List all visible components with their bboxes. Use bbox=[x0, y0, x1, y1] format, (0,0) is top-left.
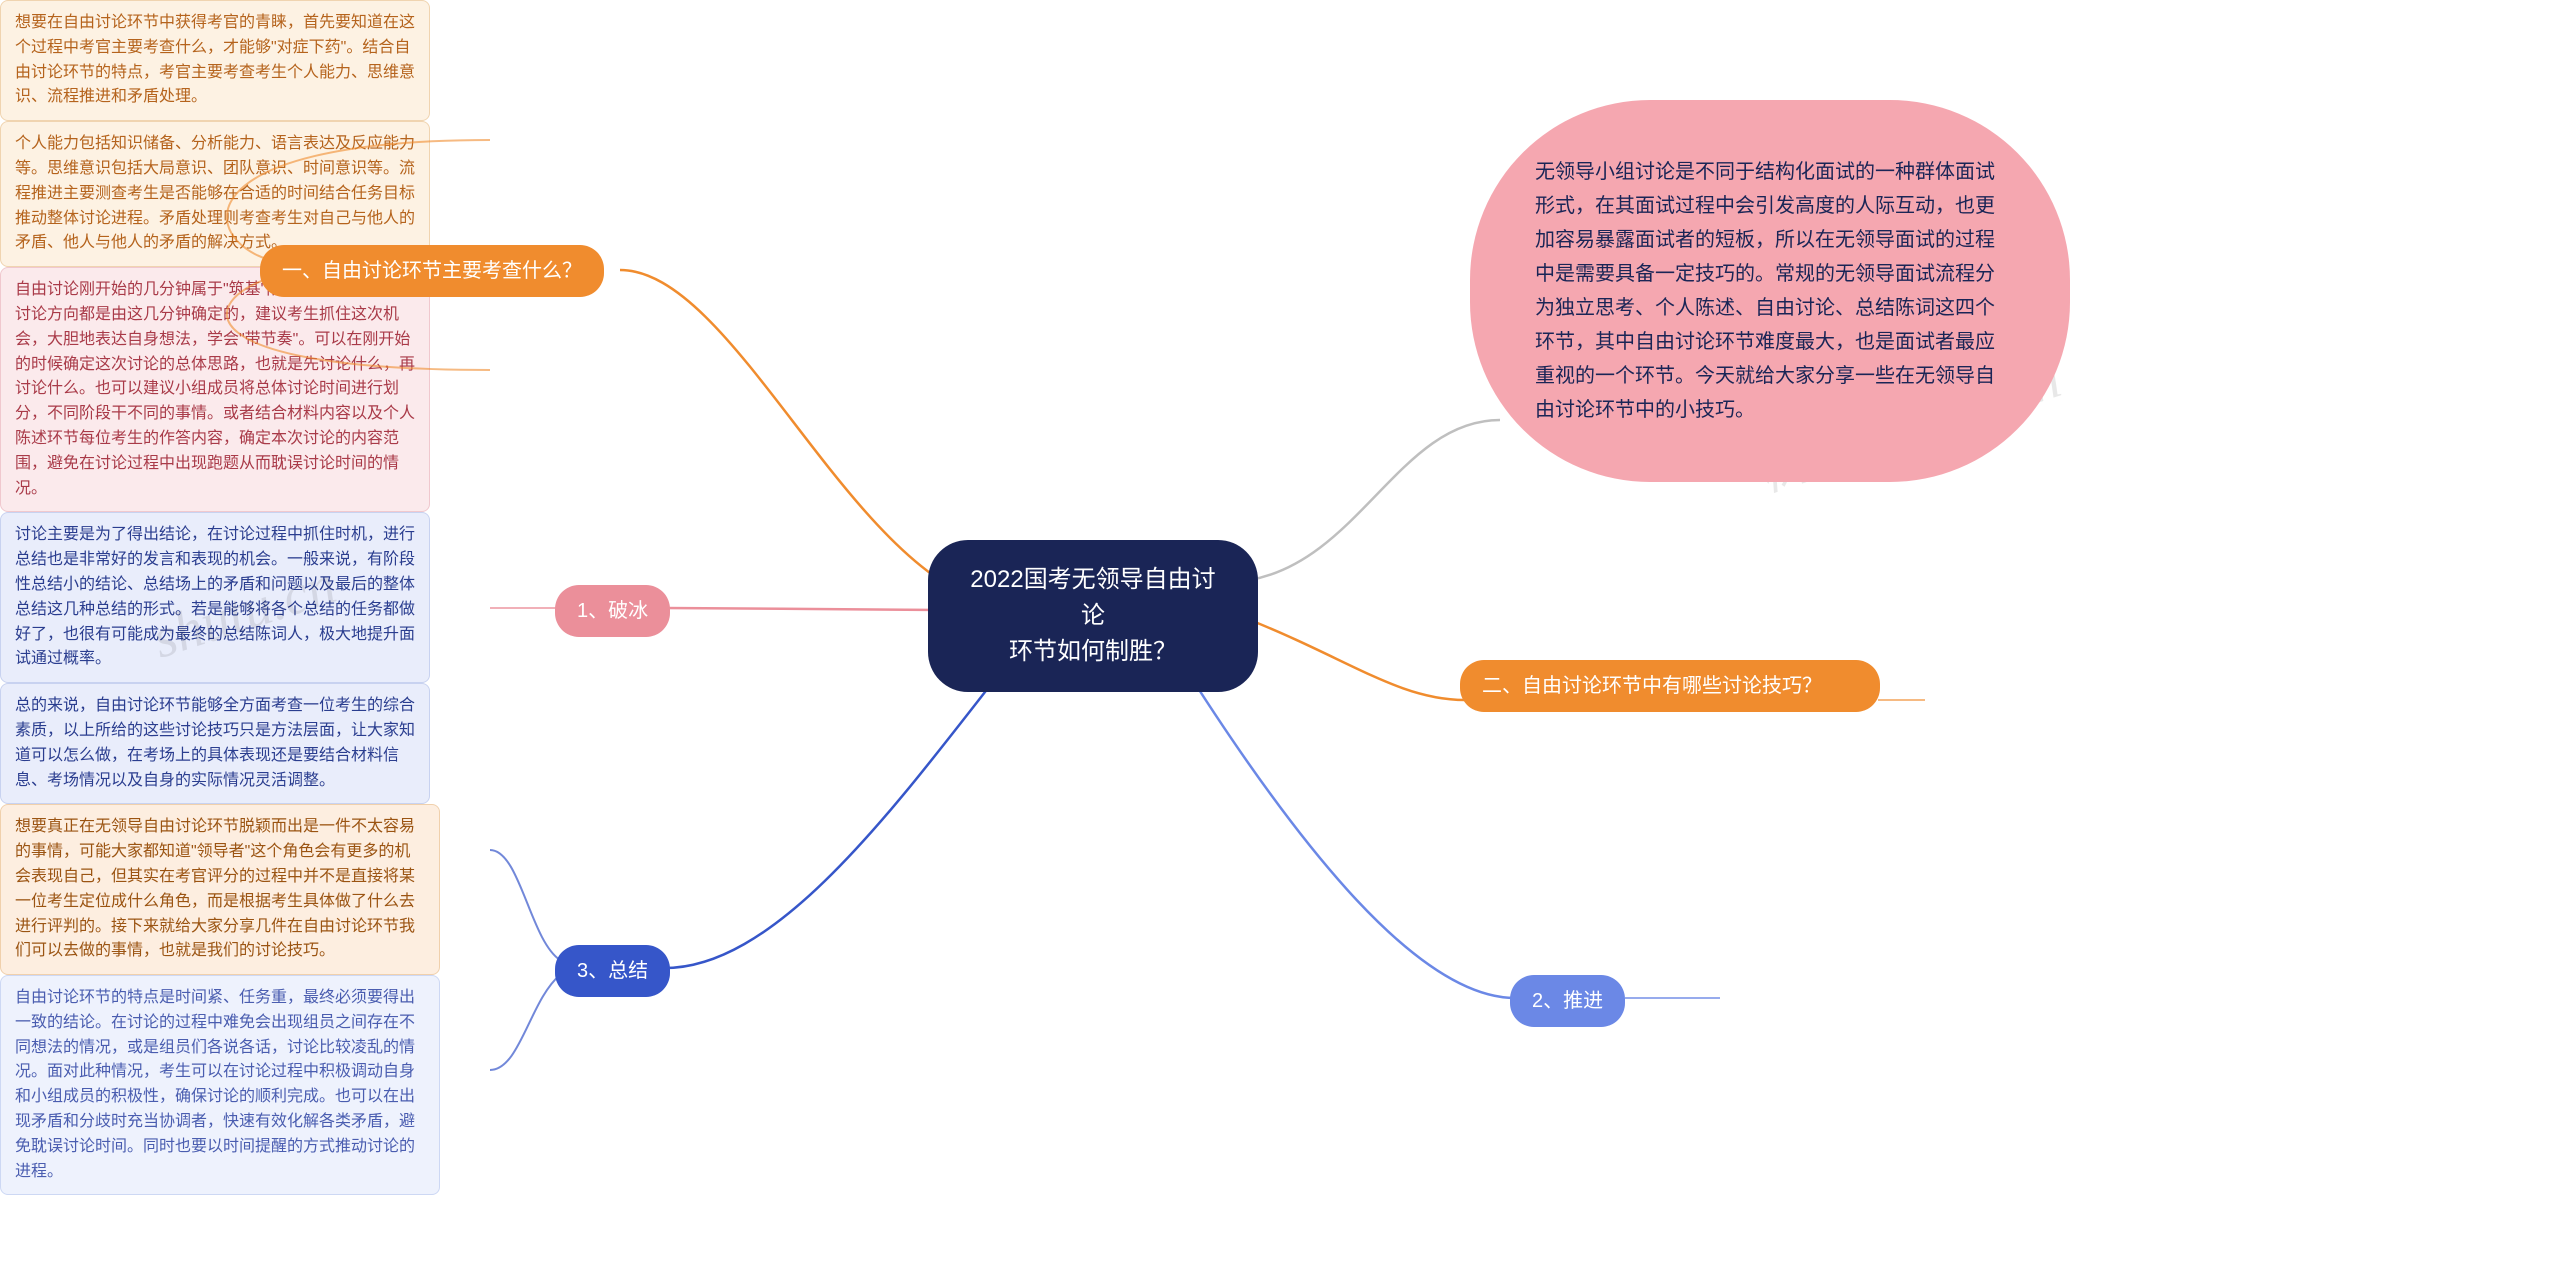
sub-1-leaf: 自由讨论刚开始的几分钟属于"筑基"阶段，接下来的整体讨论方向都是由这几分钟确定的… bbox=[0, 267, 430, 512]
sub-1: 1、破冰 bbox=[555, 585, 670, 637]
intro-blob: 无领导小组讨论是不同于结构化面试的一种群体面试形式，在其面试过程中会引发高度的人… bbox=[1470, 100, 2070, 482]
sub-2: 2、推进 bbox=[1510, 975, 1625, 1027]
sub-2-leaf: 自由讨论环节的特点是时间紧、任务重，最终必须要得出一致的结论。在讨论的过程中难免… bbox=[0, 975, 440, 1195]
sub-3-leaf-1: 讨论主要是为了得出结论，在讨论过程中抓住时机，进行总结也是非常好的发言和表现的机… bbox=[0, 512, 430, 683]
sub-3: 3、总结 bbox=[555, 945, 670, 997]
sub-3-leaf-2: 总的来说，自由讨论环节能够全方面考查一位考生的综合素质，以上所给的这些讨论技巧只… bbox=[0, 683, 430, 804]
topic-1: 一、自由讨论环节主要考查什么？ bbox=[260, 245, 604, 297]
topic-2: 二、自由讨论环节中有哪些讨论技巧？ bbox=[1460, 660, 1880, 712]
topic-1-leaf-1: 想要在自由讨论环节中获得考官的青睐，首先要知道在这个过程中考官主要考查什么，才能… bbox=[0, 0, 430, 121]
topic-2-leaf: 想要真正在无领导自由讨论环节脱颖而出是一件不太容易的事情，可能大家都知道"领导者… bbox=[0, 804, 440, 975]
center-node: 2022国考无领导自由讨论环节如何制胜？ bbox=[928, 540, 1258, 692]
